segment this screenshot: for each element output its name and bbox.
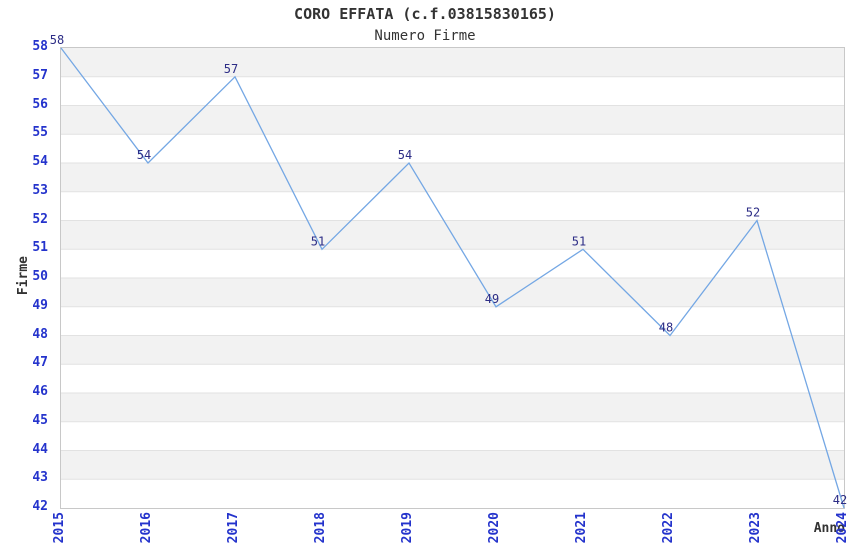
y-tick-label: 55 [32, 125, 48, 141]
value-label: 54 [137, 148, 151, 162]
y-tick-label: 56 [32, 96, 48, 112]
x-tick-label: 2019 [400, 512, 415, 544]
y-tick-label: 47 [32, 355, 48, 371]
y-tick-label: 52 [32, 211, 48, 227]
x-tick-label: 2018 [313, 512, 328, 544]
y-tick-label: 58 [32, 39, 48, 54]
x-tick-label: 2021 [574, 512, 589, 544]
x-tick-label: 2015 [52, 512, 67, 544]
value-label: 57 [224, 62, 238, 76]
value-label: 58 [50, 33, 64, 47]
x-tick-label: 2024 [835, 512, 850, 544]
x-tick-label: 2022 [661, 512, 676, 544]
value-label: 54 [398, 148, 412, 162]
y-tick-label: 53 [32, 182, 48, 198]
y-tick-label: 48 [32, 326, 48, 342]
value-label: 51 [311, 234, 325, 248]
y-tick-label: 49 [32, 297, 48, 313]
y-tick-label: 46 [32, 384, 48, 399]
y-tick-label: 42 [32, 499, 48, 514]
y-tick-label: 54 [32, 154, 48, 169]
value-label: 48 [659, 321, 673, 335]
value-label: 52 [746, 206, 760, 220]
y-tick-label: 44 [32, 441, 48, 457]
value-label: 51 [572, 234, 586, 248]
y-tick-label: 57 [32, 67, 48, 83]
y-tick-label: 45 [32, 412, 48, 428]
value-label: 42 [833, 493, 847, 507]
x-tick-label: 2020 [487, 512, 502, 544]
y-tick-label: 51 [32, 240, 48, 256]
y-tick-label: 43 [32, 470, 48, 486]
chart-title: CORO EFFATA (c.f.03815830165) [294, 5, 556, 23]
y-tick-label: 50 [32, 269, 48, 284]
value-label: 49 [485, 292, 499, 306]
x-axis-title: Anno [813, 521, 845, 536]
x-tick-label: 2016 [139, 512, 154, 544]
x-tick-label: 2017 [226, 512, 241, 544]
x-tick-label: 2023 [748, 512, 763, 544]
chart-canvas: 58 54 57 51 54 49 51 48 52 42 [50, 33, 847, 509]
plot-area: 58 54 57 51 54 49 51 48 52 42 [50, 33, 847, 509]
data-line [60, 47, 845, 509]
chart-subtitle: Numero Firme [374, 28, 476, 44]
